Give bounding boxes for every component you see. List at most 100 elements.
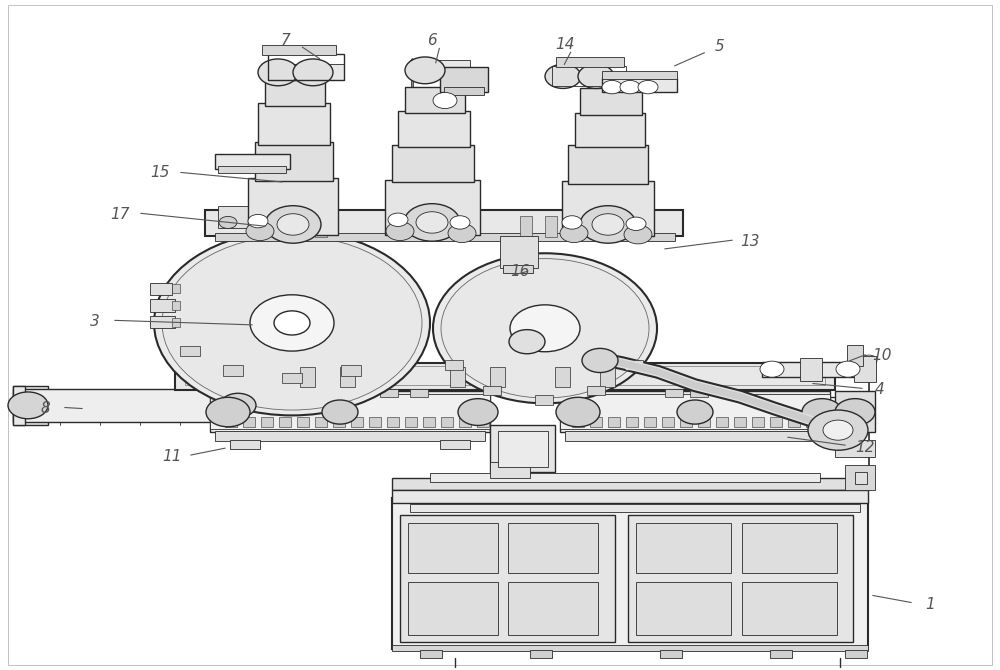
Bar bbox=[210, 391, 490, 432]
Bar bbox=[423, 417, 435, 427]
Bar bbox=[845, 650, 867, 658]
Circle shape bbox=[638, 80, 658, 94]
Bar bbox=[340, 367, 355, 387]
Circle shape bbox=[580, 206, 636, 243]
Bar bbox=[405, 87, 465, 113]
Bar bbox=[440, 67, 488, 92]
Bar bbox=[420, 650, 442, 658]
Bar bbox=[13, 386, 25, 425]
Bar bbox=[845, 465, 875, 490]
Circle shape bbox=[458, 399, 498, 425]
Text: 6: 6 bbox=[427, 33, 437, 48]
Bar bbox=[625, 360, 643, 370]
Bar bbox=[742, 582, 837, 635]
Bar bbox=[205, 210, 683, 236]
Bar bbox=[483, 386, 501, 395]
Bar bbox=[380, 389, 398, 397]
Bar bbox=[175, 363, 835, 390]
Circle shape bbox=[250, 295, 334, 351]
Bar bbox=[490, 367, 505, 387]
Bar bbox=[218, 206, 266, 228]
Bar bbox=[392, 645, 868, 651]
Bar bbox=[636, 523, 731, 573]
Circle shape bbox=[823, 420, 853, 440]
Bar bbox=[13, 386, 48, 425]
Circle shape bbox=[162, 236, 422, 410]
Bar bbox=[580, 88, 642, 115]
Bar bbox=[556, 57, 624, 67]
Text: 5: 5 bbox=[715, 40, 725, 54]
Bar bbox=[628, 515, 853, 642]
Circle shape bbox=[448, 224, 476, 243]
Text: 11: 11 bbox=[162, 450, 182, 464]
Bar bbox=[172, 318, 180, 327]
Bar bbox=[600, 367, 615, 387]
Bar bbox=[503, 265, 533, 273]
Text: 17: 17 bbox=[110, 207, 130, 222]
Circle shape bbox=[802, 399, 842, 425]
Bar bbox=[500, 236, 538, 268]
Bar bbox=[282, 373, 302, 383]
Bar bbox=[297, 417, 309, 427]
Bar bbox=[440, 440, 470, 449]
Bar bbox=[644, 417, 656, 427]
Bar bbox=[560, 394, 830, 429]
Bar bbox=[279, 417, 291, 427]
Bar bbox=[420, 216, 432, 237]
Bar bbox=[770, 650, 792, 658]
Bar bbox=[445, 360, 463, 370]
Circle shape bbox=[293, 59, 333, 86]
Bar bbox=[210, 394, 490, 429]
Bar bbox=[800, 358, 822, 381]
Bar bbox=[854, 356, 876, 382]
Bar bbox=[315, 216, 327, 237]
Circle shape bbox=[433, 253, 657, 403]
Text: 8: 8 bbox=[40, 401, 50, 416]
Bar bbox=[560, 391, 830, 432]
Bar bbox=[498, 431, 548, 467]
Circle shape bbox=[592, 214, 624, 235]
Bar bbox=[690, 389, 708, 397]
Bar bbox=[369, 417, 381, 427]
Circle shape bbox=[450, 216, 470, 229]
Bar bbox=[172, 301, 180, 310]
Text: 3: 3 bbox=[90, 314, 100, 329]
Bar bbox=[762, 362, 857, 377]
Bar bbox=[441, 417, 453, 427]
Bar bbox=[742, 523, 837, 573]
Bar bbox=[608, 417, 620, 427]
Bar bbox=[398, 111, 470, 147]
Bar bbox=[555, 389, 573, 397]
Text: 4: 4 bbox=[875, 383, 885, 397]
Circle shape bbox=[760, 361, 784, 377]
Bar bbox=[315, 417, 327, 427]
Bar bbox=[261, 417, 273, 427]
Bar bbox=[268, 64, 344, 80]
Circle shape bbox=[545, 64, 581, 88]
Bar bbox=[430, 473, 820, 482]
Circle shape bbox=[388, 213, 408, 226]
Circle shape bbox=[219, 216, 237, 228]
Circle shape bbox=[562, 216, 582, 229]
Bar bbox=[635, 216, 647, 237]
Circle shape bbox=[433, 92, 457, 109]
Bar bbox=[410, 60, 470, 79]
Bar bbox=[258, 103, 330, 145]
Bar bbox=[410, 504, 860, 512]
Bar bbox=[636, 582, 731, 635]
Bar bbox=[445, 216, 457, 237]
Bar bbox=[450, 367, 465, 387]
Bar bbox=[255, 142, 333, 181]
Bar bbox=[223, 365, 243, 375]
Circle shape bbox=[510, 305, 580, 352]
Bar bbox=[562, 181, 654, 236]
Bar bbox=[180, 346, 200, 356]
Circle shape bbox=[835, 399, 875, 425]
Text: 14: 14 bbox=[555, 38, 575, 52]
Circle shape bbox=[220, 393, 256, 417]
Bar bbox=[587, 386, 605, 395]
Circle shape bbox=[154, 230, 430, 415]
Bar bbox=[185, 366, 825, 385]
Bar bbox=[662, 417, 674, 427]
Bar bbox=[477, 417, 489, 427]
